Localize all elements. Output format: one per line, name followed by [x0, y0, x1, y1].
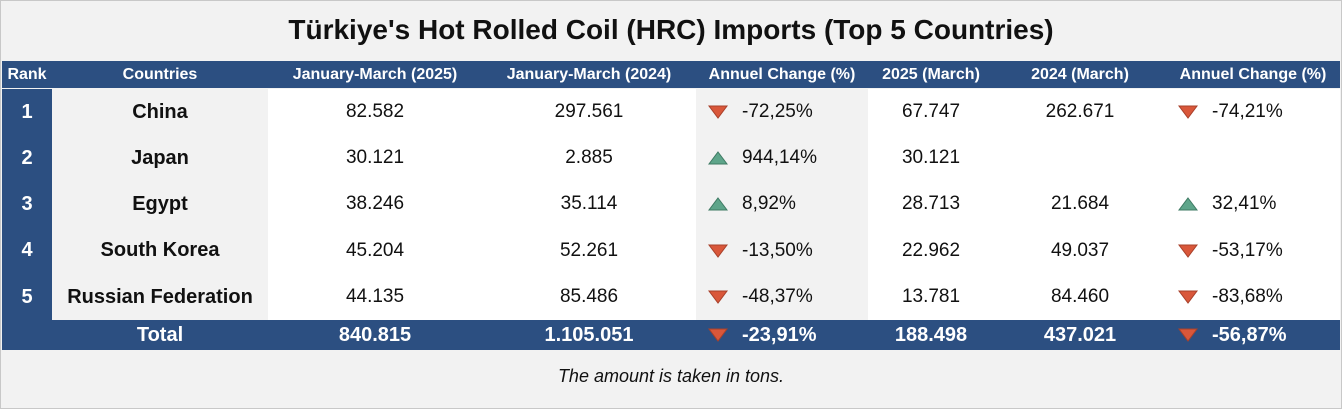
- cell-jan-mar-2024: 85.486: [482, 274, 696, 320]
- table-row: 1 China 82.582 297.561 -72,25% 67.747 262.671 -…: [2, 89, 1340, 135]
- table-title: Türkiye's Hot Rolled Coil (HRC) Imports …: [288, 14, 1054, 45]
- change-value: -53,17%: [1212, 239, 1283, 261]
- cell-annual-change-m: 32,41%: [1166, 181, 1340, 227]
- triangle-up-icon: [1178, 197, 1198, 211]
- cell-jan-mar-2024: 2.885: [482, 135, 696, 181]
- cell-annual-change-m: [1166, 135, 1340, 181]
- column-header-annual-change-m: Annuel Change (%): [1179, 65, 1327, 83]
- change-value: -13,50%: [742, 239, 813, 261]
- change-value: 944,14%: [742, 147, 818, 168]
- cell-annual-change-q: -48,37%: [696, 274, 868, 320]
- cell-march-2025: 188.498: [894, 323, 968, 346]
- cell-jan-mar-2024: 35.114: [482, 181, 696, 227]
- column-header-jan-mar-2024: January-March (2024): [506, 65, 672, 83]
- cell-annual-change-q: -13,50%: [696, 227, 868, 274]
- cell-annual-change-q: 8,92%: [696, 181, 868, 227]
- cell-annual-change-m: -74,21%: [1166, 89, 1340, 135]
- cell-march-2024: 49.037: [994, 227, 1166, 274]
- column-header-march-2025: 2025 (March): [882, 65, 980, 83]
- cell-rank: 2: [2, 135, 52, 181]
- triangle-down-icon: [708, 105, 728, 119]
- header-row: Rank Countries January-March (2025) January…: [2, 61, 1340, 88]
- cell-rank: 4: [2, 227, 52, 274]
- cell-rank: [2, 320, 52, 350]
- cell-march-2025: 13.781: [868, 274, 994, 320]
- column-header-jan-mar-2025: January-March (2025): [292, 65, 458, 83]
- cell-annual-change-q: 944,14%: [696, 135, 868, 181]
- total-row: Total 840.815 1.105.051 -23,91% 188.498 437.0…: [2, 320, 1340, 350]
- cell-jan-mar-2025: 45.204: [268, 227, 482, 274]
- cell-jan-mar-2025: 30.121: [268, 135, 482, 181]
- column-header-rank: Rank: [7, 65, 47, 83]
- column-header-march-2024: 2024 (March): [1031, 65, 1129, 83]
- cell-march-2024: 262.671: [994, 89, 1166, 135]
- cell-march-2025: 30.121: [868, 135, 994, 181]
- change-value: -72,25%: [742, 101, 813, 122]
- triangle-up-icon: [708, 197, 728, 211]
- column-header-countries: Countries: [122, 65, 198, 83]
- change-value: -83,68%: [1212, 286, 1283, 307]
- cell-march-2024: [994, 135, 1166, 181]
- triangle-down-icon: [1178, 105, 1198, 119]
- cell-rank: 5: [2, 274, 52, 320]
- cell-annual-change-m: -53,17%: [1166, 227, 1340, 274]
- triangle-down-icon: [1178, 290, 1198, 304]
- triangle-down-icon: [708, 290, 728, 304]
- triangle-up-icon: [708, 151, 728, 165]
- cell-march-2025: 67.747: [868, 89, 994, 135]
- cell-jan-mar-2025: 44.135: [268, 274, 482, 320]
- cell-jan-mar-2024: 52.261: [482, 227, 696, 274]
- cell-march-2025: 22.962: [868, 227, 994, 274]
- change-value: 32,41%: [1212, 193, 1277, 214]
- footnote: The amount is taken in tons.: [557, 366, 785, 386]
- cell-annual-change-m: -56,87%: [1166, 320, 1340, 350]
- change-value: 8,92%: [742, 193, 796, 214]
- cell-annual-change-q: -72,25%: [696, 89, 868, 135]
- cell-countries: China: [52, 89, 268, 135]
- cell-march-2024: 21.684: [994, 181, 1166, 227]
- cell-jan-mar-2024: 1.105.051: [544, 323, 634, 346]
- cell-countries: Russian Federation: [52, 274, 268, 320]
- cell-annual-change-q: -23,91%: [696, 320, 868, 350]
- triangle-down-icon: [1178, 244, 1198, 258]
- cell-march-2025: 28.713: [868, 181, 994, 227]
- cell-countries: Total: [136, 323, 184, 346]
- table-row: 3 Egypt 38.246 35.114 8,92% 28.713 21.684 32,41…: [2, 181, 1340, 227]
- cell-countries: Egypt: [52, 181, 268, 227]
- triangle-down-icon: [708, 328, 728, 342]
- cell-jan-mar-2025: 38.246: [268, 181, 482, 227]
- cell-jan-mar-2025: 840.815: [338, 323, 412, 346]
- cell-jan-mar-2025: 82.582: [268, 89, 482, 135]
- change-value: -23,91%: [742, 323, 817, 346]
- table-row: 2 Japan 30.121 2.885 944,14% 30.121: [2, 135, 1340, 181]
- cell-march-2024: 84.460: [994, 274, 1166, 320]
- cell-annual-change-m: -83,68%: [1166, 274, 1340, 320]
- cell-march-2024: 437.021: [1043, 323, 1117, 346]
- cell-rank: 3: [2, 181, 52, 227]
- table-row: 4 South Korea 45.204 52.261 -13,50% 22.962 49.…: [2, 227, 1340, 274]
- change-value: -48,37%: [742, 286, 813, 307]
- triangle-down-icon: [1178, 328, 1198, 342]
- cell-countries: South Korea: [52, 227, 268, 274]
- change-value: -56,87%: [1212, 323, 1287, 346]
- cell-countries: Japan: [52, 135, 268, 181]
- table-row: 5 Russian Federation 44.135 85.486 -48,37% 13…: [2, 274, 1340, 320]
- cell-jan-mar-2024: 297.561: [482, 89, 696, 135]
- column-header-annual-change-q: Annuel Change (%): [708, 65, 856, 83]
- triangle-down-icon: [708, 244, 728, 258]
- cell-rank: 1: [2, 89, 52, 135]
- change-value: -74,21%: [1212, 101, 1283, 122]
